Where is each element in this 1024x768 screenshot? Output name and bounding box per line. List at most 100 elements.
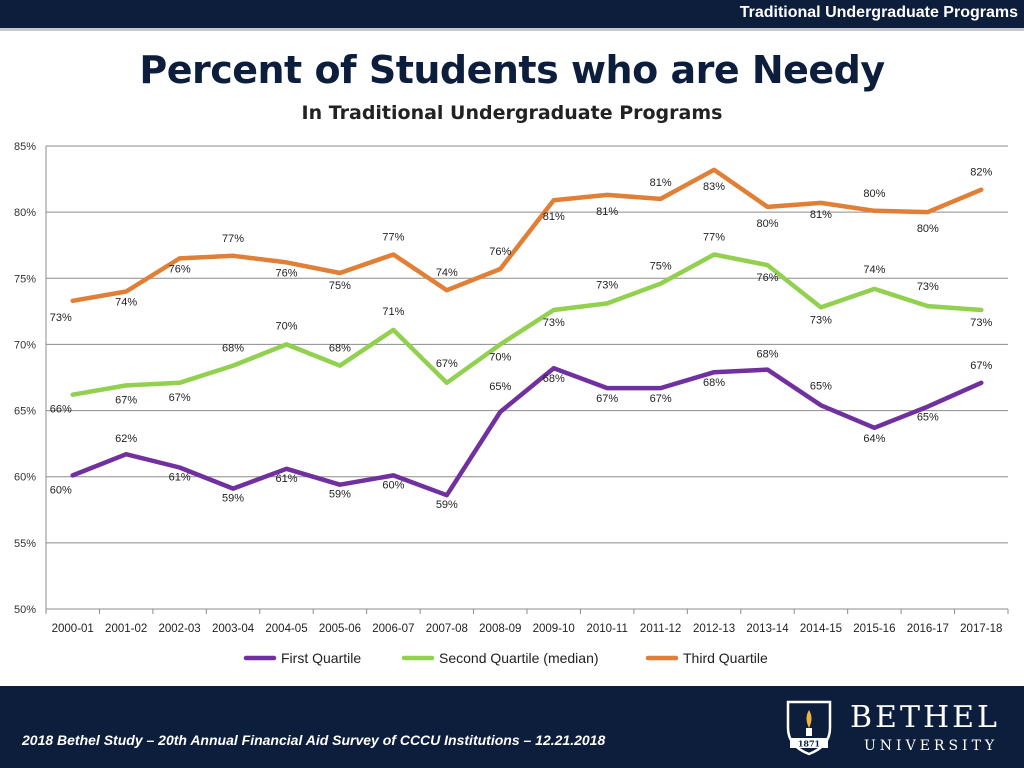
top-bar: Traditional Undergraduate Programs (0, 0, 1024, 28)
x-tick-label: 2000-01 (52, 623, 94, 635)
data-label: 76% (275, 267, 297, 279)
y-tick-label: 75% (14, 273, 36, 285)
data-label: 70% (275, 320, 297, 332)
x-tick-label: 2006-07 (372, 623, 414, 635)
bethel-logo: 1871 BETHEL UNIVERSITY (784, 698, 1014, 762)
legend-label: First Quartile (281, 650, 361, 666)
data-label: 59% (222, 493, 244, 505)
data-label: 73% (50, 312, 72, 324)
data-label: 68% (543, 373, 565, 385)
series-line-0 (70, 365, 984, 498)
chart-title: Percent of Students who are Needy (139, 48, 885, 92)
y-tick-label: 50% (14, 604, 36, 616)
x-tick-label: 2002-03 (159, 623, 201, 635)
data-label: 61% (275, 473, 297, 485)
x-tick-label: 2015-16 (853, 623, 895, 635)
y-axis-ticks: 50% 55% 60% 65% 70% 75% 80% 85% (14, 141, 36, 616)
data-label: 68% (222, 343, 244, 355)
series-line-1 (70, 252, 984, 397)
data-label: 80% (756, 218, 778, 230)
data-label: 73% (970, 317, 992, 329)
data-label: 61% (169, 471, 191, 483)
x-tick-label: 2017-18 (960, 623, 1002, 635)
data-label: 81% (596, 206, 618, 218)
data-label: 66% (50, 404, 72, 416)
x-tick-label: 2011-12 (640, 623, 681, 635)
data-label: 80% (917, 223, 939, 235)
y-tick-label: 70% (14, 339, 36, 351)
x-tick-label: 2003-04 (212, 623, 255, 635)
data-label: 82% (970, 167, 992, 179)
data-label: 81% (543, 211, 565, 223)
data-label: 73% (596, 279, 618, 291)
data-label: 65% (810, 380, 832, 392)
x-tick-label: 2001-02 (105, 623, 147, 635)
logo-year: 1871 (798, 739, 820, 749)
legend-label: Third Quartile (683, 650, 768, 666)
data-labels: 60% 62% 61% 59% 61% 59% 60% 59% 65% 68% 67% 67% 68% 6… (50, 167, 993, 512)
data-label: 81% (650, 177, 672, 189)
x-tick-label: 2014-15 (800, 623, 842, 635)
data-label: 67% (596, 393, 618, 405)
data-label: 64% (863, 433, 885, 445)
program-label: Traditional Undergraduate Programs (739, 4, 1018, 21)
data-label: 77% (703, 231, 725, 243)
data-label: 77% (382, 231, 404, 243)
data-label: 76% (489, 246, 511, 258)
data-label: 65% (917, 412, 939, 424)
x-tick-label: 2007-08 (426, 623, 468, 635)
data-label: 74% (436, 267, 458, 279)
data-label: 70% (489, 351, 511, 363)
data-label: 65% (489, 381, 511, 393)
data-label: 73% (917, 281, 939, 293)
x-axis-ticks: 2000-01 2001-02 2002-03 2003-04 2004-05 2005-… (45, 609, 1009, 635)
data-label: 80% (863, 188, 885, 200)
data-label: 60% (50, 484, 72, 496)
legend-label: Second Quartile (median) (439, 650, 599, 666)
footer-caption: 2018 Bethel Study – 20th Annual Financia… (22, 732, 606, 748)
y-tick-label: 60% (14, 472, 36, 484)
data-label: 67% (436, 358, 458, 370)
y-tick-label: 85% (14, 141, 36, 153)
data-label: 62% (115, 433, 137, 445)
y-tick-label: 55% (14, 538, 36, 550)
data-label: 60% (382, 479, 404, 491)
chart-subtitle: In Traditional Undergraduate Programs (301, 102, 723, 124)
data-label: 59% (436, 499, 458, 511)
data-label: 67% (650, 393, 672, 405)
legend: First Quartile Second Quartile (median) Th… (243, 650, 768, 666)
data-label: 76% (756, 272, 778, 284)
series-lines (70, 167, 984, 498)
logo-word-university: UNIVERSITY (864, 738, 999, 754)
x-tick-label: 2005-06 (319, 623, 361, 635)
data-label: 67% (169, 392, 191, 404)
data-label: 71% (382, 306, 404, 318)
series-line-2 (70, 167, 984, 304)
data-label: 67% (970, 360, 992, 372)
data-label: 73% (810, 314, 832, 326)
data-label: 77% (222, 233, 244, 245)
data-label: 73% (543, 317, 565, 329)
x-tick-label: 2004-05 (265, 623, 307, 635)
x-tick-label: 2008-09 (479, 623, 521, 635)
data-label: 68% (756, 349, 778, 361)
data-label: 76% (169, 263, 191, 275)
data-label: 68% (703, 377, 725, 389)
x-tick-label: 2013-14 (746, 623, 789, 635)
x-tick-label: 2010-11 (586, 623, 627, 635)
shield-icon: 1871 (786, 700, 832, 756)
data-label: 81% (810, 209, 832, 221)
x-tick-label: 2009-10 (533, 623, 575, 635)
data-label: 83% (703, 181, 725, 193)
x-tick-label: 2012-13 (693, 623, 735, 635)
logo-word-bethel: BETHEL (850, 700, 1000, 735)
footer-bar: 2018 Bethel Study – 20th Annual Financia… (0, 686, 1024, 768)
data-label: 75% (650, 261, 672, 273)
data-label: 59% (329, 489, 351, 501)
data-label: 75% (329, 280, 351, 292)
top-divider (0, 28, 1024, 31)
x-tick-label: 2016-17 (907, 623, 949, 635)
y-tick-label: 80% (14, 207, 36, 219)
line-chart: 50%55%60%65%70%75%80%85% 2000-01 2001-02 2… (14, 141, 1009, 666)
data-label: 74% (115, 297, 137, 309)
